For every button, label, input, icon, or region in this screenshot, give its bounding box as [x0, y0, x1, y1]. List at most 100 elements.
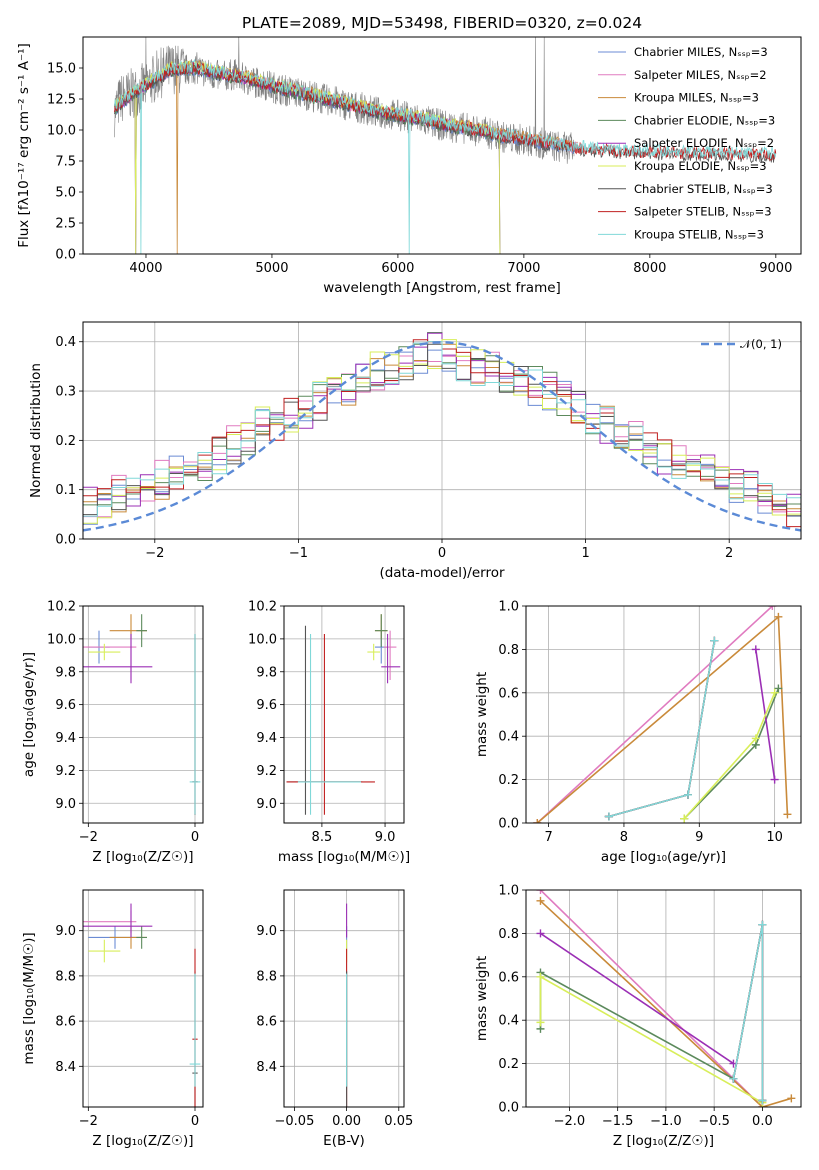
- chart-residuals: −2 −1 0 1 2 0.0 0.1 0.2 0.3 0.4 (data-model)/error…: [28, 321, 802, 581]
- weight-marker: [729, 1074, 738, 1083]
- weight-marker: [774, 684, 783, 693]
- axes-frame: [525, 889, 802, 1108]
- y-tick-label: 0.2: [498, 773, 519, 788]
- histogram-kroupa-stelib: [83, 341, 801, 517]
- legend-label: Kroupa STELIB, Nₛₛₚ=3: [634, 227, 764, 241]
- y-tick-label: 0.6: [498, 686, 519, 701]
- chart-age-vs-Z: −2 0 9.0 9.2 9.4 9.6 9.8 10.0 10.2 Z [log₁₀(Z/Z☉)…: [21, 600, 204, 865]
- x-tick-label: 5000: [255, 261, 288, 276]
- y-tick-label: 7.5: [55, 155, 76, 170]
- y-tick-label: 0.1: [55, 483, 76, 498]
- x-tick-label: −1.5: [602, 1114, 634, 1129]
- weight-marker: [770, 775, 779, 784]
- x-axis-label: Z [log₁₀(Z/Z☉)]: [613, 1133, 714, 1149]
- x-axis-label: mass [log₁₀(M/M☉)]: [278, 849, 410, 865]
- y-axis-label: age [log₁₀(age/yr)]: [21, 652, 37, 777]
- legend-label: Chabrier MILES, Nₛₛₚ=3: [634, 45, 768, 59]
- chart-mass-vs-EBV: −0.05 0.00 0.05 8.4 8.6 8.8 9.0 E(B-V): [256, 889, 413, 1149]
- y-tick-label: 9.4: [55, 731, 76, 746]
- x-tick-label: 1: [581, 546, 589, 561]
- weight-marker: [683, 790, 692, 799]
- legend-label: Chabrier STELIB, Nₛₛₚ=3: [634, 182, 773, 196]
- x-tick-label: −0.05: [275, 1114, 315, 1129]
- weight-marker: [604, 812, 613, 821]
- y-tick-label: 0.2: [498, 1057, 519, 1072]
- y-tick-label: 9.2: [55, 764, 76, 779]
- y-tick-label: 8.4: [256, 1060, 277, 1075]
- weight-line-kroupa-miles: [536, 615, 789, 823]
- weight-marker: [710, 636, 719, 645]
- x-tick-label: 9000: [759, 261, 792, 276]
- legend-label: Kroupa ELODIE, Nₛₛₚ=3: [634, 159, 767, 173]
- x-axis-label: E(B-V): [323, 1133, 365, 1149]
- errorbar-point: [83, 910, 137, 933]
- errorbar-point: [297, 633, 362, 815]
- x-tick-label: 0: [191, 830, 199, 845]
- y-tick-label: 9.6: [256, 698, 277, 713]
- plot-area: [286, 614, 401, 815]
- y-tick-label: 0.4: [498, 1014, 519, 1029]
- x-tick-label: 0: [191, 1114, 199, 1129]
- x-tick-label: 6000: [381, 261, 414, 276]
- weight-line-kroupa-elodie: [539, 975, 763, 1104]
- weight-marker: [774, 612, 783, 621]
- y-tick-label: 0.0: [55, 533, 76, 548]
- chart-mass-vs-Z: −2 0 8.4 8.6 8.8 9.0 Z [log₁₀(Z/Z☉)] mass [log₁…: [21, 889, 204, 1149]
- x-tick-label: −0.5: [698, 1114, 730, 1129]
- y-tick-label: 0.3: [55, 385, 76, 400]
- y-tick-label: 9.0: [55, 797, 76, 812]
- x-tick-label: −1.0: [650, 1114, 682, 1129]
- y-tick-label: 8.4: [55, 1060, 76, 1075]
- x-axis-label: Z [log₁₀(Z/Z☉)]: [92, 1133, 193, 1149]
- y-axis-label: mass weight: [474, 956, 490, 1041]
- y-tick-label: 0.6: [498, 970, 519, 985]
- y-tick-label: 15.0: [47, 62, 76, 77]
- weight-line-kroupa-stelib: [608, 640, 716, 818]
- x-tick-label: 9: [695, 830, 703, 845]
- y-tick-label: 8.6: [55, 1015, 76, 1030]
- weight-marker: [680, 814, 689, 823]
- weight-marker: [783, 810, 792, 819]
- y-tick-label: 10.2: [248, 600, 277, 615]
- x-tick-label: −2: [79, 830, 98, 845]
- y-tick-label: 9.0: [256, 924, 277, 939]
- errorbar-point: [136, 926, 147, 949]
- x-tick-label: 10: [766, 830, 783, 845]
- weight-line-kroupa-miles: [539, 900, 792, 1107]
- y-tick-label: 9.8: [256, 665, 277, 680]
- weight-line-kroupa-stelib: [732, 924, 764, 1101]
- legend-label: Salpeter MILES, Nₛₛₚ=2: [634, 68, 767, 82]
- x-axis-label: wavelength [Angstrom, rest frame]: [323, 280, 561, 296]
- legend-label: Salpeter ELODIE, Nₛₛₚ=2: [634, 136, 774, 150]
- weight-line-salpeter-miles: [536, 606, 773, 823]
- x-tick-label: 0.0: [752, 1114, 773, 1129]
- axes-frame: [82, 36, 802, 255]
- y-tick-label: 2.5: [55, 217, 76, 232]
- observed-spectrum: [114, 37, 575, 164]
- x-tick-label: −1: [289, 546, 308, 561]
- x-tick-label: 7000: [507, 261, 540, 276]
- weight-marker: [751, 645, 760, 654]
- plot-area: [83, 903, 201, 1107]
- weight-marker: [770, 688, 779, 697]
- weight-marker: [758, 920, 767, 929]
- weight-marker: [533, 819, 542, 823]
- y-tick-label: 0.0: [498, 1101, 519, 1116]
- y-tick-label: 0.0: [498, 817, 519, 832]
- y-tick-label: 0.8: [498, 643, 519, 658]
- x-tick-label: −2: [145, 546, 164, 561]
- y-tick-label: 9.2: [256, 764, 277, 779]
- errorbar-point: [136, 614, 147, 648]
- weight-marker: [536, 890, 545, 894]
- chart-age-vs-mass: 8.5 9.0 9.0 9.2 9.4 9.6 9.8 10.0 10.2 mass [log₁₀…: [248, 600, 410, 866]
- errorbar-point: [381, 633, 401, 684]
- errorbar-point: [383, 630, 397, 680]
- errorbar-point: [88, 643, 121, 661]
- axes-frame: [283, 605, 405, 824]
- legend-label: 𝒩(0, 1): [740, 337, 782, 351]
- plot-area: [536, 890, 796, 1107]
- y-axis-label: Normed distribution: [28, 363, 44, 498]
- weight-marker: [751, 734, 760, 743]
- legend-label: Chabrier ELODIE, Nₛₛₚ=3: [634, 113, 775, 127]
